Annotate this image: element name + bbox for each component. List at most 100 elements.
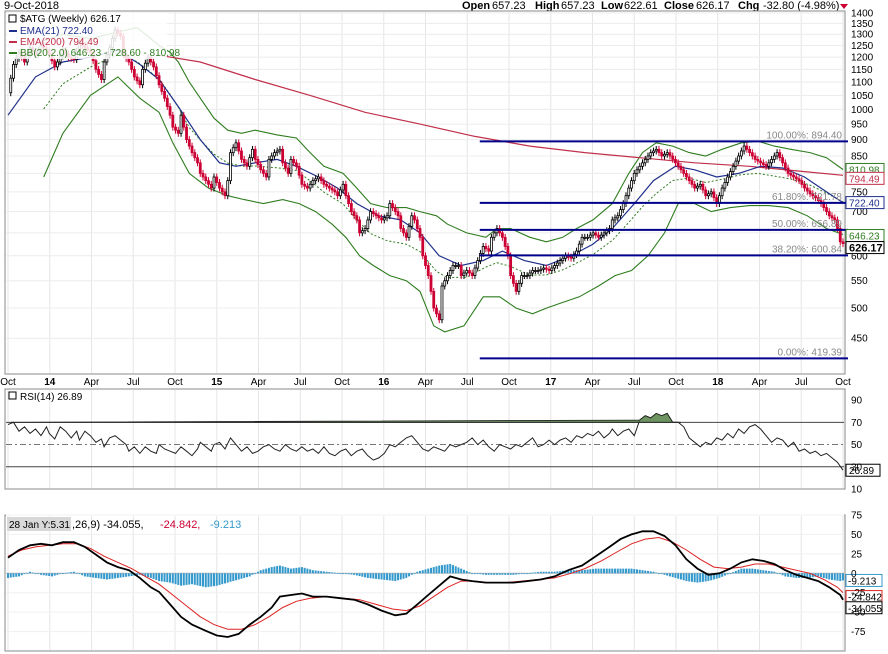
candle-body [102, 61, 106, 80]
macd-histogram-bar [380, 573, 383, 580]
candle-body [825, 207, 828, 213]
macd-histogram-bar [281, 566, 284, 574]
candle-body [207, 180, 210, 185]
macd-histogram-bar [350, 573, 353, 575]
candle-body [426, 265, 430, 276]
candle-body [229, 152, 232, 182]
candle-body [753, 155, 757, 160]
candle-body [632, 172, 636, 182]
candle-body [163, 90, 166, 99]
candle-body [204, 176, 208, 182]
macd-histogram-bar [105, 573, 108, 580]
macd-last-tag-box [845, 573, 883, 587]
candle-body [770, 158, 773, 164]
macd-histogram-bar [616, 568, 619, 574]
macd-histogram-bar [210, 573, 213, 587]
candle-body [391, 203, 394, 208]
candle-body [327, 185, 331, 189]
macd-histogram-bar [649, 571, 652, 574]
macd-histogram-bar [28, 571, 31, 574]
macd-histogram-bar [67, 572, 70, 574]
candle-body [132, 68, 136, 78]
macd-histogram-bar [375, 573, 378, 579]
macd-histogram-bar [196, 573, 199, 586]
candle-body [278, 148, 282, 152]
macd-histogram-bar [111, 573, 114, 579]
candle-body [196, 157, 199, 164]
macd-histogram-bar [276, 566, 279, 574]
ema21-line [7, 49, 844, 267]
candle-body [454, 265, 458, 267]
macd-histogram-bar [825, 573, 828, 579]
macd-histogram-bar [353, 573, 356, 575]
candle-body [330, 187, 334, 191]
macd-histogram-bar [688, 573, 691, 582]
candle-body [800, 180, 804, 185]
macd-histogram-bar [814, 573, 817, 577]
macd-histogram-bar [638, 569, 641, 574]
macd-histogram-bar [7, 573, 9, 578]
price-y-tick-label: 1050 [851, 91, 874, 102]
macd-histogram-bar [751, 568, 754, 574]
candle-body [577, 243, 581, 252]
candle-body [786, 167, 790, 174]
macd-histogram-bar [287, 567, 290, 574]
price-legend: $ATG (Weekly) 626.17 EMA(21) 722.40 EMA(… [7, 13, 181, 59]
macd-histogram-bar [37, 573, 40, 575]
chg-value: -32.80 (-4.98%) [763, 0, 839, 12]
macd-histogram-bar [278, 565, 281, 574]
macd-histogram-bar [303, 567, 306, 574]
macd-histogram-bar [355, 573, 358, 576]
macd-histogram-bar [641, 570, 644, 574]
price-tag-box [845, 171, 885, 185]
x-tick-label: Apr [251, 377, 267, 388]
candle-body [558, 260, 562, 264]
candle-body [215, 176, 219, 183]
macd-histogram-bar [792, 573, 795, 578]
macd-histogram-bar [583, 569, 586, 574]
candle-body [355, 215, 359, 221]
macd-histogram-bar [366, 573, 369, 578]
x-tick-label: Jul [795, 377, 808, 388]
macd-histogram-bar [160, 573, 163, 582]
high-label: High [535, 0, 560, 12]
macd-histogram-bar [138, 573, 141, 575]
macd-histogram-bar [300, 567, 303, 574]
macd-histogram-bar [740, 568, 743, 574]
macd-histogram-bar [100, 573, 103, 579]
fib-layer: 100.00%: 894.40 61.80%: 721.78 50.00%: 656… [479, 130, 848, 360]
macd-histogram-bar [254, 573, 257, 575]
macd-histogram-bar [729, 573, 732, 575]
candle-body [481, 246, 485, 254]
macd-histogram-bar [248, 573, 251, 577]
x-tick-label: Apr [585, 377, 601, 388]
candle-body [539, 268, 543, 271]
x-tick-label: Oct [0, 377, 16, 388]
macd-histogram-bar [773, 571, 776, 574]
macd-histogram-bar [765, 570, 768, 574]
macd-histogram-bar [108, 573, 111, 580]
macd-histogram-bar [56, 573, 59, 575]
macd-histogram-bar [262, 569, 265, 574]
grid-layer [6, 12, 844, 650]
macd-histogram-bar [388, 573, 391, 581]
candle-body [750, 152, 754, 157]
rsi-overbought-fill [10, 412, 681, 423]
candle-body [591, 232, 595, 236]
macd-histogram-bar [646, 570, 649, 574]
macd-histogram-bar [550, 571, 553, 574]
macd-legend-params: ,26,9) -34.055, [72, 519, 144, 531]
candle-body [803, 183, 806, 189]
macd-histogram-bar [712, 573, 715, 580]
macd-histogram-bar [479, 573, 482, 575]
candle-body [814, 195, 817, 199]
macd-histogram-bar [559, 571, 562, 574]
candle-body [358, 219, 361, 234]
candle-body [709, 191, 713, 195]
macd-histogram-bar [454, 566, 457, 574]
candle-body [165, 97, 169, 107]
macd-histogram-bar [185, 573, 188, 585]
candle-body [218, 182, 221, 189]
candle-body [613, 217, 617, 221]
candle-body [176, 129, 180, 134]
